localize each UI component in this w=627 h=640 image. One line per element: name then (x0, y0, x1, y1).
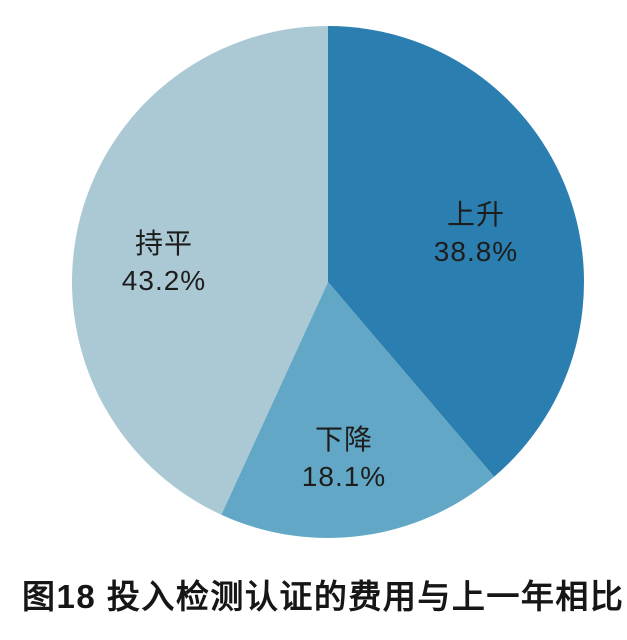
slice-label-flat: 持平 43.2% (122, 225, 206, 299)
slice-value-decline: 18.1% (301, 461, 387, 492)
slice-name-flat: 持平 (134, 228, 193, 259)
slice-name-rise: 上升 (446, 199, 505, 230)
pie-slice-flat (71, 26, 328, 515)
slice-label-rise: 上升 38.8% (434, 196, 518, 270)
slice-value-flat: 43.2% (121, 265, 207, 296)
slice-label-decline: 下降 18.1% (302, 421, 386, 495)
figure-caption: 图18 投入检测认证的费用与上一年相比 (22, 578, 625, 615)
slice-value-rise: 38.8% (433, 236, 519, 267)
slice-name-decline: 下降 (314, 424, 373, 455)
pie-slice-decline (221, 282, 495, 538)
pie-slice-rise (328, 26, 584, 477)
